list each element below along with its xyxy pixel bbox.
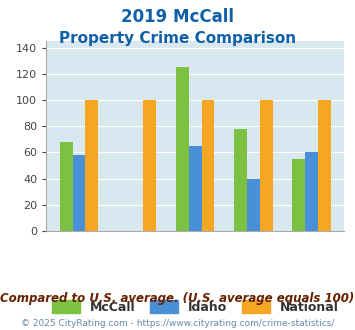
Bar [176,67,189,231]
Bar [318,100,331,231]
Bar [72,155,85,231]
Bar [260,100,273,231]
Bar [202,100,214,231]
Text: Compared to U.S. average. (U.S. average equals 100): Compared to U.S. average. (U.S. average … [0,292,355,305]
Bar [60,142,72,231]
Text: 2019 McCall: 2019 McCall [121,8,234,26]
Legend: McCall, Idaho, National: McCall, Idaho, National [46,294,345,320]
Text: Property Crime Comparison: Property Crime Comparison [59,31,296,46]
Bar [234,129,247,231]
Bar [305,152,318,231]
Bar [293,159,305,231]
Bar [143,100,156,231]
Bar [189,146,202,231]
Text: © 2025 CityRating.com - https://www.cityrating.com/crime-statistics/: © 2025 CityRating.com - https://www.city… [21,319,334,328]
Bar [247,179,260,231]
Bar [85,100,98,231]
